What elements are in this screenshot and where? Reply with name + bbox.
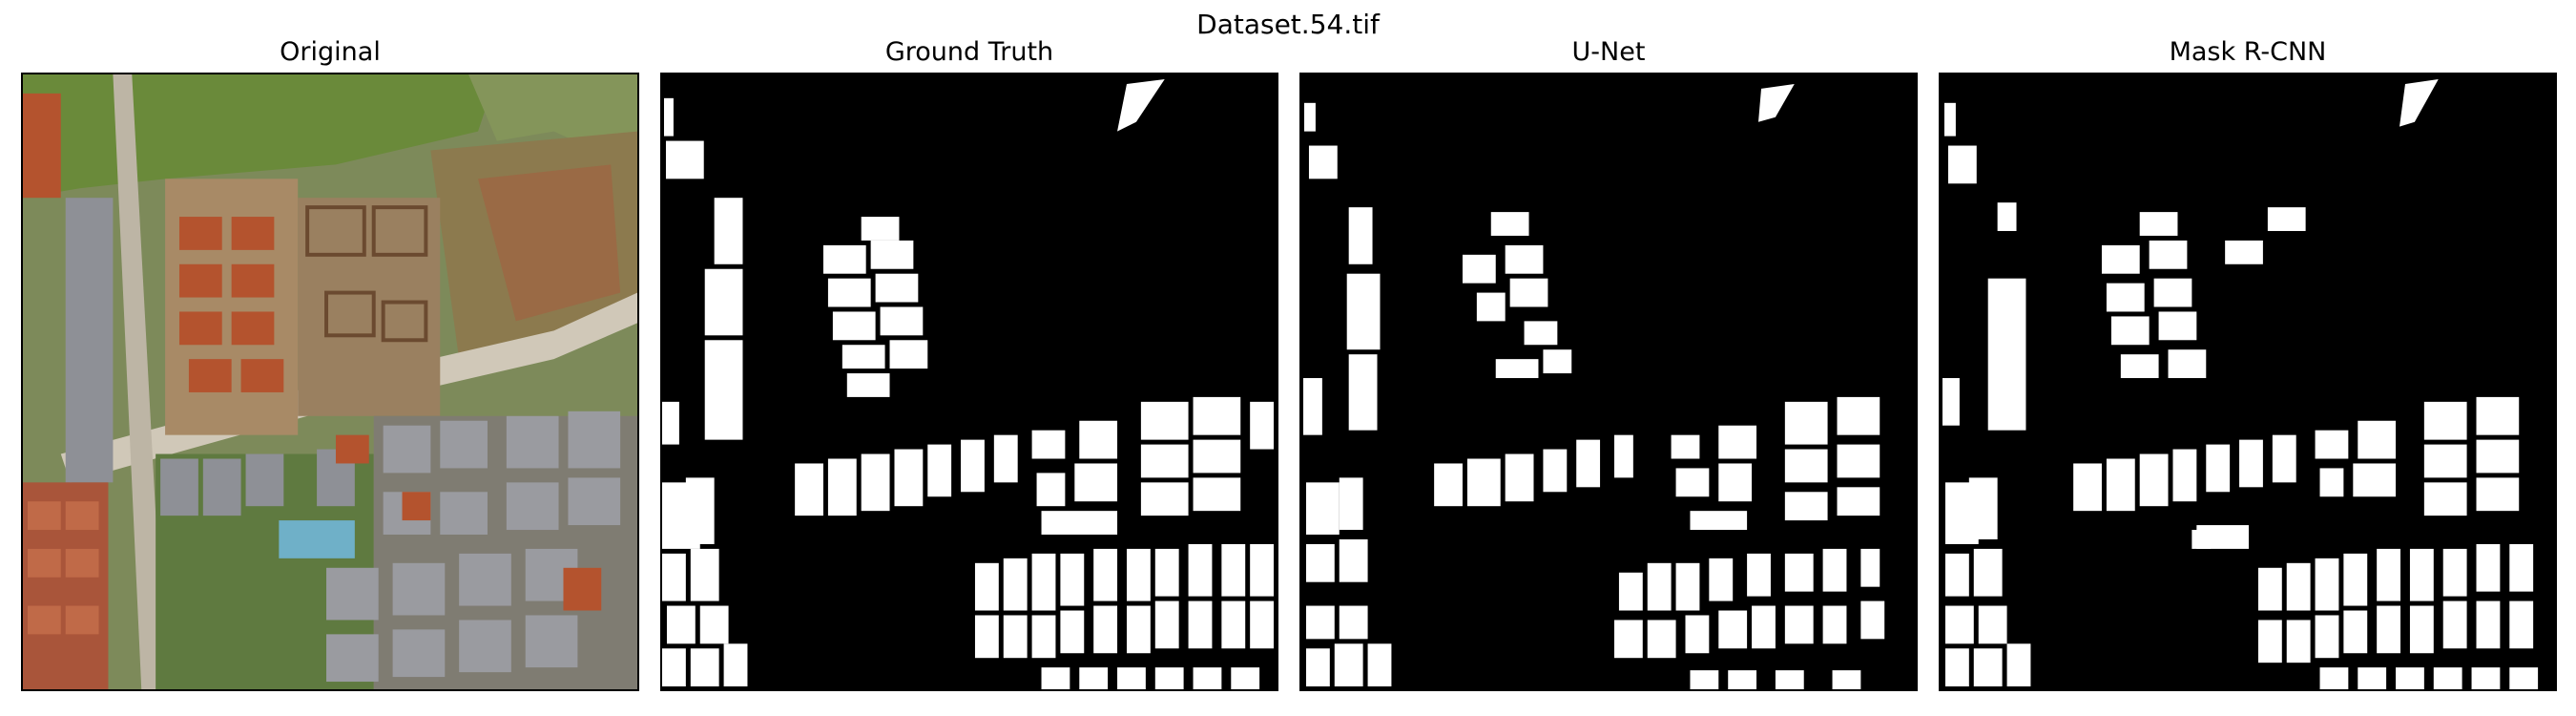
ground-truth-mask — [662, 78, 1275, 689]
figure-title: Dataset.54.tif — [1196, 9, 1380, 40]
panel-title-ground-truth: Ground Truth — [884, 37, 1054, 67]
panel-title-mask-rcnn: Mask R-CNN — [2169, 37, 2327, 67]
aerial-photo — [23, 74, 637, 689]
ground-truth-mask-panel — [660, 73, 1278, 691]
panel-title-original: Original — [280, 37, 381, 67]
unet-mask-panel — [1299, 73, 1918, 691]
panel-title-unet: U-Net — [1571, 37, 1646, 67]
mask-rcnn-mask-panel — [1939, 73, 2557, 691]
mask-rcnn-mask — [1942, 78, 2539, 689]
unet-mask — [1302, 83, 1885, 689]
original-image-panel — [21, 73, 639, 691]
